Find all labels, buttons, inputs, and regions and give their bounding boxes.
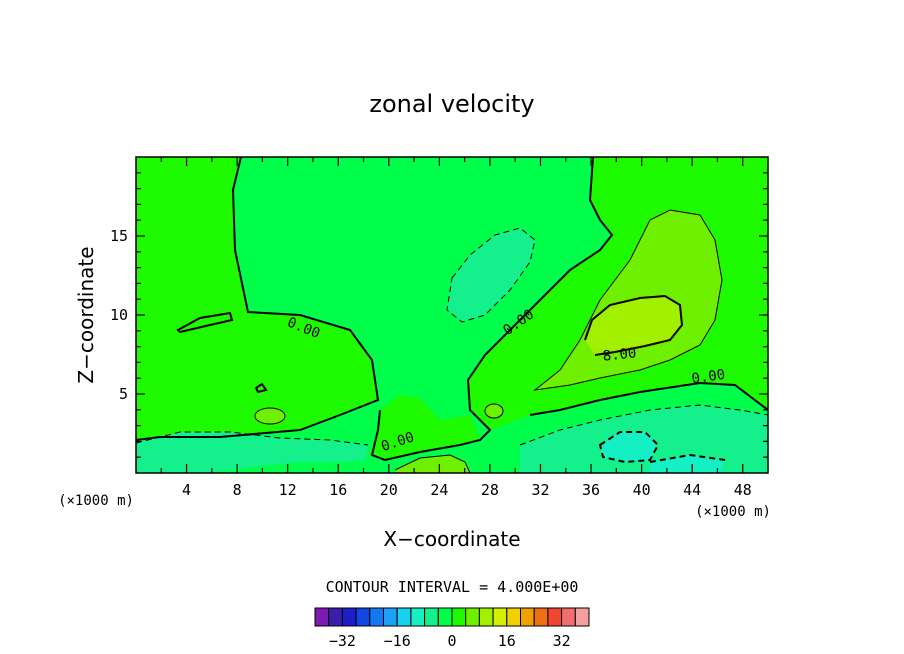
chart-title: zonal velocity	[369, 90, 534, 118]
colorbar-swatch	[478, 607, 494, 627]
x-tick-label: 24	[430, 481, 448, 499]
x-axis-label: X−coordinate	[383, 527, 520, 551]
x-tick-label: 48	[734, 481, 752, 499]
colorbar-swatch	[328, 607, 343, 627]
y-tick-label: 15	[110, 227, 128, 245]
contour-zero-lower-right	[529, 381, 768, 416]
field-pocket-positive-2	[485, 404, 503, 418]
contour-zero-right	[370, 157, 614, 462]
colorbar-swatch	[424, 607, 439, 627]
x-tick-label: 40	[633, 481, 651, 499]
colorbar-swatch	[492, 607, 508, 627]
x-unit-right: (×1000 m)	[695, 504, 771, 520]
colorbar-swatch	[410, 607, 426, 627]
y-axis: 5 10 15	[110, 172, 768, 458]
y-tick-label: 5	[119, 385, 128, 403]
x-tick-label: 4	[182, 481, 191, 499]
colorbar-swatch	[465, 607, 480, 627]
contour-label: 8.00	[602, 345, 637, 364]
field-region-12-right	[585, 296, 682, 355]
x-tick-label: 36	[582, 481, 600, 499]
contour-lines	[136, 157, 768, 473]
contour-negative-strong-2	[649, 453, 726, 463]
colorbar-swatch	[506, 607, 521, 627]
x-tick-label: 20	[380, 481, 398, 499]
colorbar-swatch	[383, 607, 398, 627]
contour-zero-left-blob	[176, 311, 234, 334]
colorbar-swatch	[520, 607, 535, 627]
contour-negative-strong	[598, 431, 660, 464]
colorbar-tick-label: −16	[384, 632, 411, 650]
colorbar	[314, 607, 590, 627]
field-region-upper-positive	[136, 157, 378, 440]
field-region-negative-strong	[600, 432, 658, 462]
y-tick-label: 10	[110, 306, 128, 324]
colorbar-swatch	[533, 607, 549, 627]
colorbar-swatch	[547, 607, 563, 627]
field-region-upper-center-negative	[447, 228, 535, 322]
colorbar-swatch	[574, 607, 590, 627]
contour-small-left	[254, 382, 268, 394]
colorbar-swatch	[396, 607, 412, 627]
colorbar-swatch	[561, 607, 576, 627]
contour-label: 0.00	[691, 367, 727, 388]
x-unit-left: (×1000 m)	[58, 493, 134, 509]
x-tick-label: 16	[329, 481, 347, 499]
colorbar-swatch	[341, 607, 357, 627]
x-tick-label: 44	[683, 481, 701, 499]
colorbar-tick-label: 16	[498, 632, 516, 650]
x-tick-label: 12	[279, 481, 297, 499]
contour-negative-lower-right	[519, 404, 768, 446]
x-tick-label: 28	[481, 481, 499, 499]
colorbar-tick-label: 0	[447, 632, 456, 650]
contour-plot-area: 0.00 0.00 0.00 0.00 8.00	[136, 157, 768, 473]
field-region-lower-negative	[136, 432, 368, 473]
contour-negative-lower	[136, 431, 369, 446]
field-region-lower-center-positive	[370, 395, 480, 460]
x-tick-label: 8	[233, 481, 242, 499]
contour-pocket-1	[254, 407, 286, 425]
x-tick-label: 32	[531, 481, 549, 499]
colorbar-ticks: −32 −16 0 16 32	[329, 632, 571, 650]
contour-negative-center	[446, 227, 536, 323]
contour-pocket-3	[394, 454, 471, 473]
field-pocket-positive-1	[255, 408, 285, 424]
colorbar-swatch	[314, 607, 330, 627]
field-region-negative-strong-2	[650, 455, 725, 473]
y-axis-label: Z−coordinate	[74, 246, 98, 383]
contour-pocket-2	[484, 403, 504, 419]
contour-twelve	[584, 294, 684, 356]
contour-zero-left	[136, 157, 380, 441]
colorbar-tick-label: 32	[553, 632, 571, 650]
colorbar-swatch	[451, 607, 467, 627]
contour-interval-label: CONTOUR INTERVAL = 4.000E+00	[326, 578, 579, 596]
colorbar-swatch	[437, 607, 453, 627]
colorbar-swatch	[369, 607, 384, 627]
x-axis: 4 8 12 16 20 24 28 32 36 40 44 48	[160, 157, 752, 499]
colorbar-swatch	[355, 607, 371, 627]
contour-eight	[533, 209, 723, 391]
colorbar-tick-label: −32	[329, 632, 356, 650]
